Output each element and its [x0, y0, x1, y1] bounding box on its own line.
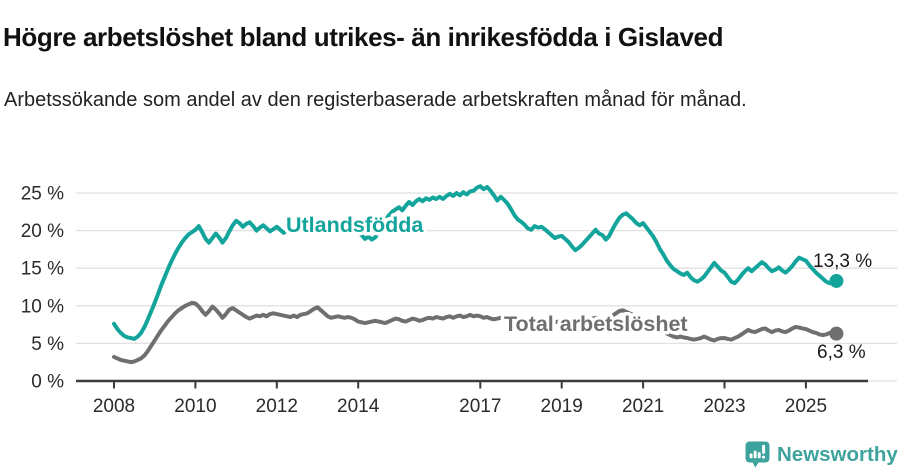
- page-title: Högre arbetslöshet bland utrikes- än inr…: [3, 22, 724, 53]
- newsworthy-logo[interactable]: Newsworthy: [744, 440, 898, 469]
- y-axis-tick-label: 5 %: [31, 334, 64, 355]
- newsworthy-logo-text: Newsworthy: [777, 442, 898, 466]
- y-axis-tick-label: 0 %: [31, 372, 64, 393]
- series-label-total: Total arbetslöshet: [504, 312, 688, 336]
- series-end-dot: [829, 273, 844, 288]
- badge-shape: [745, 441, 770, 468]
- x-axis-tick-label: 2023: [703, 396, 745, 417]
- x-axis-tick-label: 2014: [337, 396, 380, 417]
- y-axis-tick-label: 20 %: [21, 221, 64, 242]
- series-line-utlandsfodda: [112, 184, 839, 341]
- x-axis-tick-label: 2025: [785, 396, 827, 417]
- series-line-total: [112, 300, 839, 365]
- x-axis-tick-label: 2010: [174, 396, 216, 417]
- x-axis-tick-label: 2017: [459, 396, 501, 417]
- x-axis-tick-label: 2008: [93, 396, 135, 417]
- y-axis-tick-label: 25 %: [21, 184, 64, 205]
- series-label-utlandsfodda: Utlandsfödda: [286, 213, 424, 237]
- page-subtitle: Arbetssökande som andel av den registerb…: [4, 89, 747, 111]
- series-end-value-label: 6,3 %: [817, 342, 866, 363]
- newsworthy-badge-icon: [745, 441, 770, 468]
- series-end-dot: [829, 326, 844, 341]
- y-axis-tick-label: 15 %: [21, 259, 64, 280]
- x-axis-tick-label: 2012: [256, 396, 298, 417]
- series-end-value-label: 13,3 %: [813, 251, 872, 272]
- x-axis-tick-label: 2019: [541, 396, 583, 417]
- x-axis-tick-label: 2021: [622, 396, 664, 417]
- y-axis-tick-label: 10 %: [21, 296, 64, 317]
